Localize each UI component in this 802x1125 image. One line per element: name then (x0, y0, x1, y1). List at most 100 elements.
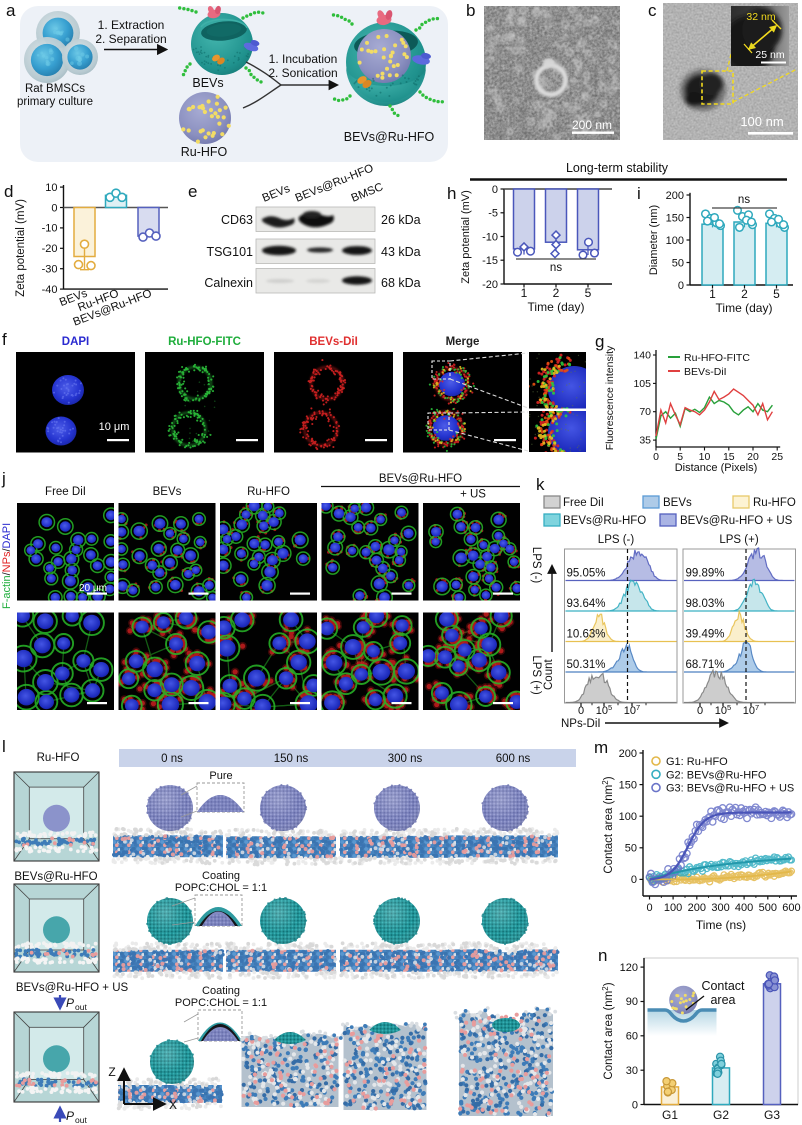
svg-text:150: 150 (666, 212, 684, 224)
svg-text:10.63%: 10.63% (567, 629, 606, 641)
svg-text:Count: Count (543, 659, 555, 690)
svg-text:TSG101: TSG101 (206, 245, 253, 259)
svg-text:150 ns: 150 ns (274, 753, 309, 765)
svg-text:Pure: Pure (209, 770, 232, 782)
svg-text:g: g (595, 332, 604, 351)
svg-text:98.03%: 98.03% (686, 598, 725, 610)
svg-text:BEVs@Ru-HFO + US: BEVs@Ru-HFO + US (16, 982, 129, 994)
svg-text:20 μm: 20 μm (79, 583, 107, 594)
svg-text:BEVs: BEVs (663, 497, 692, 509)
svg-text:20: 20 (747, 451, 759, 463)
svg-text:Free DiI: Free DiI (563, 497, 604, 509)
svg-text:-10: -10 (482, 231, 498, 243)
svg-text:LPS (-): LPS (-) (598, 534, 635, 546)
svg-text:25: 25 (771, 451, 783, 463)
svg-text:1. Incubation: 1. Incubation (269, 52, 338, 66)
svg-text:32 nm: 32 nm (746, 11, 775, 23)
svg-text:2. Sonication: 2. Sonication (268, 66, 337, 80)
svg-text:BEVs@Ru-HFO: BEVs@Ru-HFO (379, 473, 462, 485)
svg-text:0: 0 (492, 184, 498, 196)
svg-text:95.05%: 95.05% (567, 568, 606, 580)
svg-text:+ US: + US (460, 489, 486, 501)
svg-text:Fluorescence intensity: Fluorescence intensity (604, 345, 616, 450)
svg-text:Ru-HFO-FITC: Ru-HFO-FITC (168, 336, 241, 348)
svg-text:BEVs@Ru-HFO: BEVs@Ru-HFO (14, 871, 97, 883)
svg-text:LPS (+): LPS (+) (530, 655, 542, 694)
svg-text:1: 1 (709, 287, 716, 301)
svg-text:Calnexin: Calnexin (204, 276, 253, 290)
svg-text:Zeta potential (mV): Zeta potential (mV) (15, 199, 27, 297)
svg-text:a: a (6, 1, 16, 20)
svg-text:NPs-DiI: NPs-DiI (561, 718, 601, 730)
svg-text:2: 2 (553, 286, 560, 300)
svg-text:-20: -20 (482, 279, 498, 291)
svg-text:100: 100 (666, 235, 684, 247)
svg-text:Ru-HFO: Ru-HFO (181, 145, 228, 159)
svg-text:68 kDa: 68 kDa (381, 276, 421, 290)
svg-text:0: 0 (653, 451, 659, 463)
svg-text:10 μm: 10 μm (99, 421, 130, 433)
svg-text:d: d (4, 182, 13, 201)
svg-text:Ru-HFO: Ru-HFO (753, 497, 796, 509)
svg-text:Free DiI: Free DiI (45, 486, 86, 498)
svg-text:BEVs@Ru-HFO + US: BEVs@Ru-HFO + US (680, 515, 793, 527)
svg-text:0: 0 (51, 202, 57, 214)
svg-text:5: 5 (773, 287, 780, 301)
svg-text:10: 10 (699, 451, 711, 463)
svg-text:200 nm: 200 nm (572, 118, 612, 132)
svg-text:50: 50 (672, 257, 684, 269)
svg-text:out: out (75, 1115, 87, 1125)
svg-text:5: 5 (585, 286, 592, 300)
svg-text:Diameter (nm): Diameter (nm) (648, 205, 660, 275)
svg-text:Ru-HFO-FITC: Ru-HFO-FITC (684, 352, 750, 364)
svg-text:LPS (-): LPS (-) (530, 547, 542, 584)
svg-text:b: b (466, 1, 475, 20)
svg-text:-20: -20 (42, 243, 58, 255)
svg-text:25 nm: 25 nm (755, 49, 784, 61)
svg-text:BEVs-DiI: BEVs-DiI (309, 336, 358, 348)
svg-text:P: P (66, 996, 74, 1010)
svg-text:BEVs@Ru-HFO: BEVs@Ru-HFO (344, 130, 435, 144)
svg-text:BEVs@Ru-HFO: BEVs@Ru-HFO (563, 515, 646, 527)
svg-text:k: k (536, 475, 545, 494)
svg-text:Long-term stability: Long-term stability (566, 161, 669, 175)
svg-text:primary culture: primary culture (17, 96, 93, 108)
svg-text:f: f (2, 330, 7, 349)
svg-text:Ru-HFO: Ru-HFO (37, 752, 80, 764)
svg-text:140: 140 (633, 350, 651, 362)
svg-text:LPS (+): LPS (+) (719, 534, 758, 546)
svg-text:35: 35 (639, 435, 651, 447)
svg-text:Time (day): Time (day) (716, 301, 773, 315)
svg-text:-5: -5 (488, 208, 498, 220)
svg-text:15: 15 (723, 451, 735, 463)
svg-text:5: 5 (677, 451, 683, 463)
svg-text:0 ns: 0 ns (161, 753, 183, 765)
svg-text:Rat BMSCs: Rat BMSCs (25, 83, 85, 95)
svg-text:50.31%: 50.31% (567, 659, 606, 671)
svg-text:39.49%: 39.49% (686, 629, 725, 641)
svg-text:Distance (Pixels): Distance (Pixels) (675, 462, 758, 474)
svg-text:-10: -10 (42, 223, 58, 235)
svg-text:26 kDa: 26 kDa (381, 213, 421, 227)
svg-text:Time (day): Time (day) (528, 300, 585, 314)
svg-text:Zeta potential (mV): Zeta potential (mV) (460, 190, 472, 284)
svg-text:Merge: Merge (446, 336, 480, 348)
svg-text:105: 105 (633, 378, 651, 390)
svg-text:F-actin/NPs/DAPI: F-actin/NPs/DAPI (1, 523, 13, 609)
svg-text:10: 10 (45, 182, 57, 194)
svg-text:1. Extraction: 1. Extraction (98, 18, 165, 32)
svg-text:CD63: CD63 (221, 213, 253, 227)
svg-text:2. Separation: 2. Separation (95, 32, 166, 46)
svg-text:h: h (447, 184, 456, 203)
svg-text:2: 2 (741, 287, 748, 301)
svg-text:BEVs-DiI: BEVs-DiI (684, 366, 727, 378)
svg-text:ns: ns (738, 194, 750, 206)
svg-text:-15: -15 (482, 255, 498, 267)
svg-text:P: P (66, 1109, 74, 1123)
svg-text:68.71%: 68.71% (686, 659, 725, 671)
svg-text:DAPI: DAPI (62, 336, 89, 348)
svg-text:70: 70 (639, 406, 651, 418)
svg-text:99.89%: 99.89% (686, 568, 725, 580)
svg-text:-40: -40 (42, 284, 58, 296)
svg-text:e: e (188, 182, 197, 201)
